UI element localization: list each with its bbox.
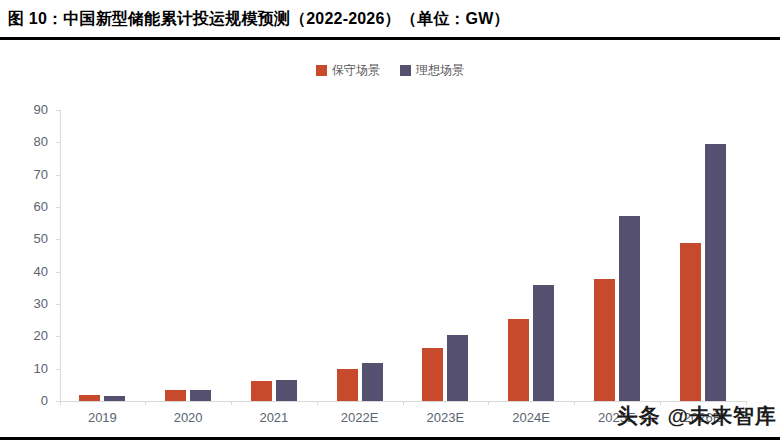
y-axis-tick [56, 272, 61, 273]
y-axis-label: 0 [14, 393, 48, 409]
x-axis-label: 2023E [403, 410, 489, 426]
bar-ideal-2020 [190, 390, 211, 401]
bar-ideal-2022E [362, 363, 383, 401]
bar-ideal-2026E [705, 144, 726, 401]
bar-ideal-2023E [447, 335, 468, 401]
y-axis-line [60, 110, 61, 401]
bar-ideal-2024E [533, 285, 554, 401]
bar-conservative-2020 [165, 390, 186, 401]
x-axis-tick [60, 401, 61, 405]
x-axis-label: 2019 [60, 410, 146, 426]
bar-conservative-2025E [594, 279, 615, 401]
plot-area: 0 10 20 30 40 50 60 70 80 90 2019202020212022E2023… [0, 0, 780, 443]
x-axis-tick [145, 401, 146, 405]
y-axis-label: 70 [14, 167, 48, 183]
y-axis-tick [56, 239, 61, 240]
y-axis-label: 20 [14, 328, 48, 344]
x-axis-tick [574, 401, 575, 405]
figure-container: 图 10：中国新型储能累计投运规模预测（2022-2026）（单位：GW） 保守… [0, 0, 780, 443]
bar-conservative-2026E [680, 243, 701, 401]
bar-conservative-2022E [337, 369, 358, 401]
watermark: 头条 @未来智库 [617, 402, 777, 430]
bottom-divider [0, 437, 780, 440]
x-axis-tick [403, 401, 404, 405]
x-axis-label: 2022E [317, 410, 403, 426]
bar-conservative-2021 [251, 381, 272, 401]
x-axis-tick [317, 401, 318, 405]
y-axis-tick [56, 110, 61, 111]
x-axis-label: 2024E [488, 410, 574, 426]
y-axis-tick [56, 175, 61, 176]
x-axis-tick [488, 401, 489, 405]
y-axis-tick [56, 304, 61, 305]
bar-conservative-2023E [422, 348, 443, 401]
y-axis-label: 10 [14, 361, 48, 377]
bar-ideal-2019 [104, 396, 125, 401]
bar-ideal-2021 [276, 380, 297, 401]
y-axis-label: 30 [14, 296, 48, 312]
x-axis-label: 2020 [145, 410, 231, 426]
bar-ideal-2025E [619, 216, 640, 401]
bar-conservative-2019 [79, 395, 100, 401]
y-axis-tick [56, 336, 61, 337]
y-axis-label: 50 [14, 231, 48, 247]
y-axis-label: 40 [14, 264, 48, 280]
y-axis-label: 60 [14, 199, 48, 215]
y-axis-label: 80 [14, 134, 48, 150]
y-axis-tick [56, 207, 61, 208]
bar-conservative-2024E [508, 319, 529, 401]
y-axis-tick [56, 369, 61, 370]
x-axis-tick [231, 401, 232, 405]
y-axis-label: 90 [14, 102, 48, 118]
x-axis-label: 2021 [231, 410, 317, 426]
y-axis-tick [56, 142, 61, 143]
